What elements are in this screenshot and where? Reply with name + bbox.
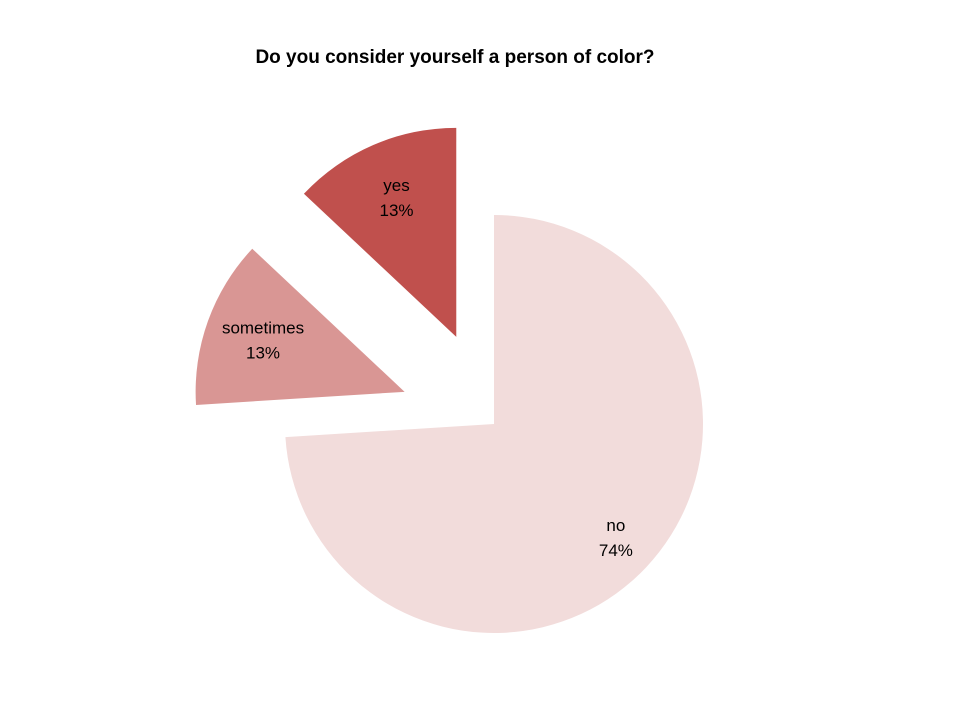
pie-slice	[195, 248, 405, 405]
pie-slice	[285, 215, 703, 634]
slice-label: yes	[383, 176, 409, 195]
slice-label: sometimes	[222, 318, 304, 337]
pie-slice	[303, 127, 457, 337]
value-label: 74%	[599, 541, 633, 560]
value-label: 13%	[379, 201, 413, 220]
chart-title: Do you consider yourself a person of col…	[255, 47, 654, 68]
slice-label: no	[606, 516, 625, 535]
value-label: 13%	[246, 343, 280, 362]
